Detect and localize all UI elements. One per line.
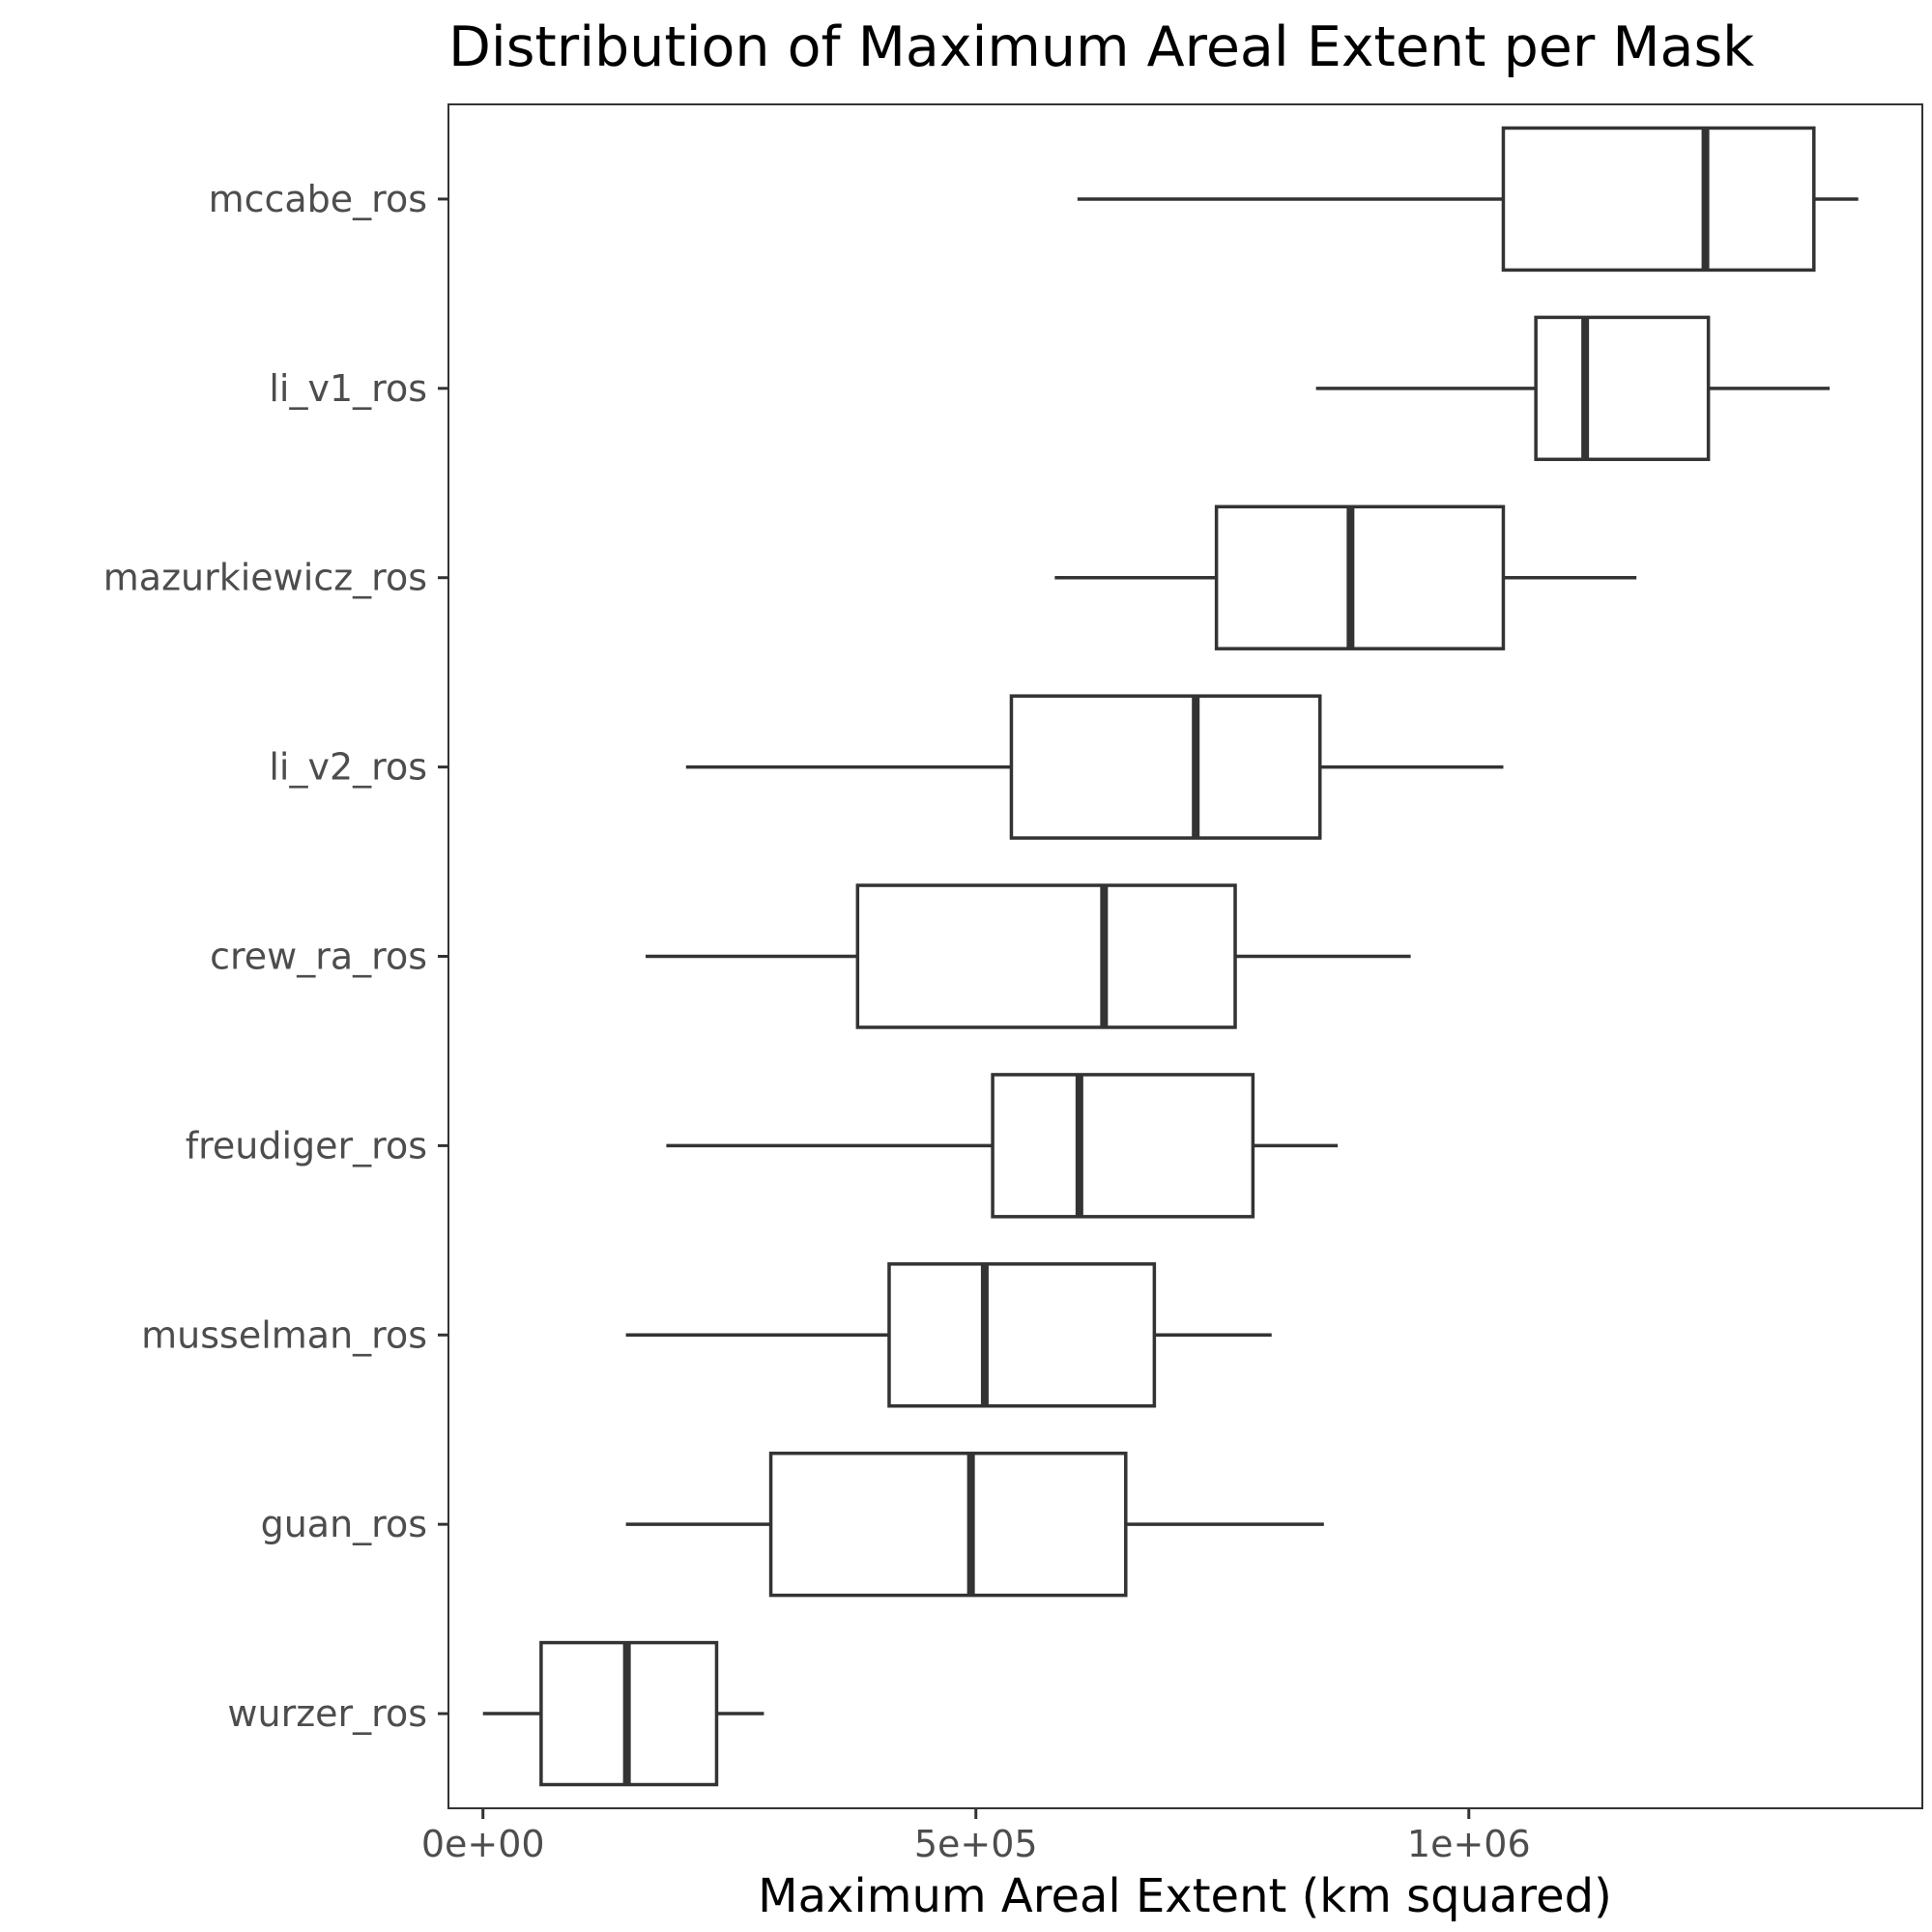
x-tick-label: 1e+06	[1407, 1823, 1531, 1865]
x-axis-title: Maximum Areal Extent (km squared)	[758, 1869, 1612, 1923]
y-tick-label-wurzer-ros: wurzer_ros	[227, 1692, 427, 1735]
box-li-v2-ros	[1009, 694, 1322, 840]
y-tick-label-mccabe-ros: mccabe_ros	[209, 178, 427, 220]
chart-title: Distribution of Maximum Areal Extent per…	[448, 15, 1754, 79]
box-guan-ros	[768, 1451, 1128, 1598]
box-li-v1-ros	[1534, 315, 1711, 462]
y-tick-label-guan-ros: guan_ros	[261, 1503, 427, 1545]
y-tick-label-li-v1-ros: li_v1_ros	[269, 367, 427, 410]
x-tick-label: 0e+00	[421, 1823, 545, 1865]
box-mccabe-ros	[1501, 126, 1816, 273]
box-mazurkiewicz-ros	[1214, 505, 1506, 650]
y-tick-label-musselman-ros: musselman_ros	[141, 1313, 427, 1356]
box-freudiger-ros	[991, 1073, 1255, 1219]
plot-area: mccabe_ros li_v1_ros mazurkiewicz_ros li_v2…	[103, 103, 1923, 1865]
box-crew-ra-ros	[855, 883, 1237, 1029]
y-tick-label-mazurkiewicz-ros: mazurkiewicz_ros	[103, 557, 427, 599]
y-tick-label-freudiger-ros: freudiger_ros	[186, 1124, 427, 1167]
y-tick-label-crew-ra-ros: crew_ra_ros	[210, 936, 427, 978]
y-tick-label-li-v2-ros: li_v2_ros	[269, 746, 427, 789]
x-tick-label: 5e+05	[914, 1823, 1038, 1865]
box-musselman-ros	[887, 1262, 1157, 1408]
